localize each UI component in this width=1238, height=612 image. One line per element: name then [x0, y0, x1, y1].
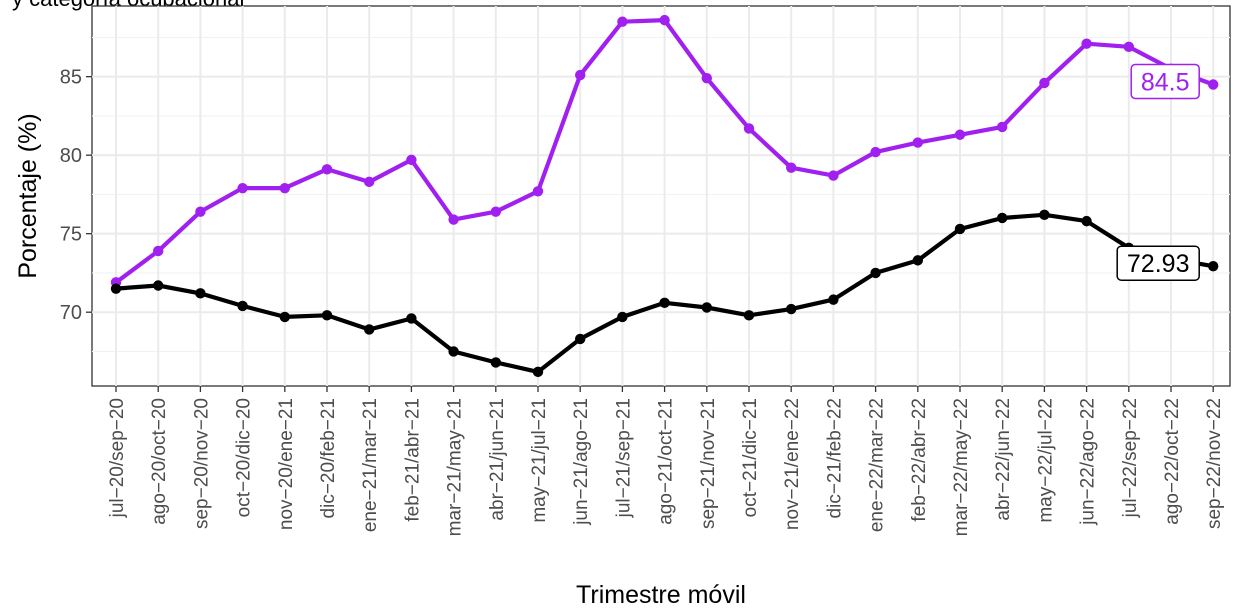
series-1-point: [786, 162, 797, 173]
series-1-point: [406, 154, 417, 166]
y-axis: 70 75 80 85: [60, 67, 92, 324]
x-tick-label: mar−21/may−21: [445, 398, 466, 536]
series-1-point: [532, 186, 544, 197]
end-label-box-1: [1130, 63, 1200, 100]
x-tick-label: ene−21/mar−21: [360, 398, 381, 532]
series-2-point: [912, 255, 923, 266]
series-1-point: [743, 123, 755, 134]
series-1-point: [153, 245, 164, 257]
series-2-point: [743, 310, 755, 321]
series-1-point: [828, 170, 839, 181]
x-tick-label: nov−20/ene−21: [276, 398, 297, 530]
x-tick-label: jul−21/sep−21: [613, 398, 634, 518]
series-1-point: [279, 182, 290, 194]
x-tick-label: jul−22/sep−22: [1120, 398, 1141, 518]
x-tick-label: ago−20/oct−20: [149, 398, 170, 525]
x-tick-label: jun−22/ago−22: [1078, 398, 1099, 526]
series-2-point: [1081, 215, 1092, 227]
series-1-point: [1123, 41, 1135, 53]
series-2-point: [110, 283, 122, 294]
series-layer: [110, 14, 1219, 378]
series-1-point: [954, 129, 966, 140]
x-tick-label: abr−21/jun−21: [487, 398, 508, 521]
series-2-point: [448, 346, 459, 357]
series-2-point: [828, 294, 839, 305]
series-2-point: [279, 311, 290, 323]
series-1-point: [237, 182, 248, 194]
x-tick-label: jul−20/sep−20: [107, 398, 128, 518]
end-label-box-2: [1116, 245, 1200, 281]
series-2-point: [490, 357, 501, 368]
series-2-point: [786, 303, 797, 315]
series-2-point: [1039, 209, 1050, 221]
series-1-point: [870, 146, 881, 158]
series-1-point: [448, 214, 459, 225]
series-2-point: [364, 324, 375, 335]
series-1-point: [659, 14, 670, 26]
x-tick-label: feb−22/abr−22: [909, 398, 930, 522]
end-label-1: 84.5: [1141, 69, 1190, 97]
y-tick-label: 75: [60, 224, 82, 246]
plot-panel: [91, 5, 1231, 387]
x-tick-label: may−21/jul−21: [529, 398, 550, 523]
series-1-point: [701, 73, 712, 84]
x-tick-label: mar−22/may−22: [951, 398, 972, 536]
x-tick-label: abr−22/jun−22: [993, 398, 1014, 521]
series-2-point: [659, 297, 670, 308]
series-2-point: [617, 311, 628, 323]
series-2-point: [321, 310, 333, 321]
x-tick-label: ago−22/oct−22: [1162, 398, 1183, 525]
y-axis-title: Porcentaje (%): [14, 113, 42, 278]
x-tick-label: may−22/jul−22: [1035, 398, 1056, 523]
x-tick-label: dic−20/feb−21: [318, 398, 339, 518]
series-2-point: [195, 288, 206, 299]
series-2-point: [954, 223, 966, 235]
x-tick-label: feb−21/abr−21: [402, 398, 423, 522]
series-2-point: [532, 366, 544, 378]
series-1-point: [364, 176, 375, 188]
series-1-point: [997, 121, 1008, 133]
x-tick-label: ene−22/mar−22: [867, 398, 888, 532]
series-2-point: [1208, 260, 1219, 272]
series-1-point: [1208, 79, 1219, 90]
series-1-point: [1081, 38, 1092, 49]
x-tick-label: ago−21/oct−21: [656, 398, 677, 525]
x-axis-title: Trimestre móvil: [576, 581, 746, 609]
series-1-point: [321, 164, 333, 175]
x-tick-label: oct−21/dic−21: [740, 398, 761, 517]
x-tick-label: jun−21/ago−21: [571, 398, 592, 526]
x-tick-label: sep−22/nov−22: [1204, 398, 1225, 529]
x-axis: jul−20/sep−20 ago−20/oct−20 sep−20/nov−20 o…: [107, 386, 1225, 536]
series-2-point: [575, 333, 586, 345]
x-tick-label: sep−21/nov−21: [698, 398, 719, 529]
series-2-point: [406, 313, 417, 324]
grid-major: [92, 6, 1230, 386]
y-tick-label: 80: [60, 145, 82, 167]
series-2-point: [237, 300, 248, 312]
series-1-point: [575, 69, 586, 81]
series-2-point: [701, 302, 712, 313]
y-tick-label: 85: [60, 67, 82, 89]
x-tick-label: nov−21/ene−22: [782, 398, 803, 530]
series-1-point: [617, 16, 628, 27]
series-1-point: [195, 206, 206, 217]
series-1-point: [1039, 77, 1050, 89]
x-tick-label: sep−20/nov−20: [191, 398, 212, 529]
series-2-point: [870, 267, 881, 279]
y-tick-label: 70: [60, 302, 82, 324]
x-tick-label: oct−20/dic−20: [234, 398, 255, 517]
series-2-point: [997, 212, 1008, 224]
x-tick-label: dic−21/feb−22: [824, 398, 845, 518]
series-1-point: [490, 206, 501, 217]
series-1-point: [912, 137, 923, 148]
series-2-point: [153, 280, 164, 291]
grid-minor: [92, 36, 1230, 353]
end-labels: 84.5 72.93: [1116, 63, 1200, 281]
end-label-2: 72.93: [1127, 250, 1190, 278]
